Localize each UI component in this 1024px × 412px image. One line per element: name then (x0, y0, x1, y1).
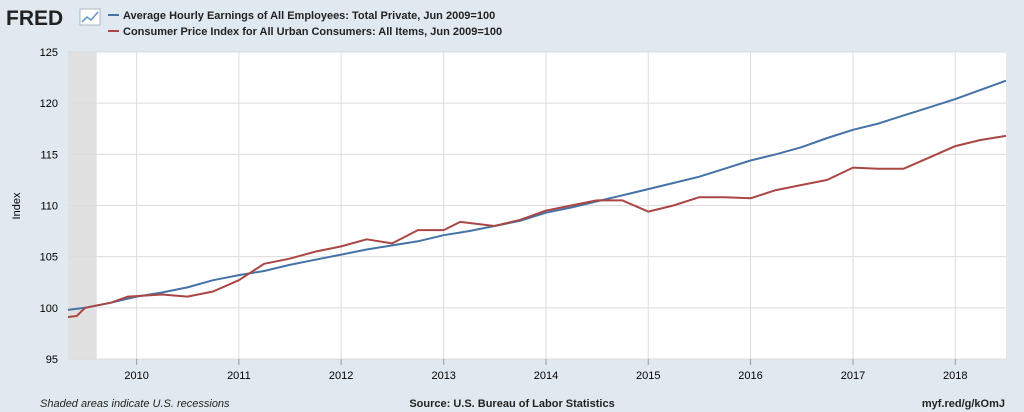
x-tick-label: 2010 (124, 370, 148, 382)
fred-logo-text[interactable]: FRED (6, 7, 63, 30)
earnings-series-line (67, 79, 1007, 311)
x-tick-label: 2018 (943, 370, 967, 382)
x-tick-label: 2011 (227, 370, 251, 382)
y-tick-label: 100 (40, 303, 58, 315)
y-tick-label: 125 (40, 47, 58, 59)
legend-label-earnings: Average Hourly Earnings of All Employees… (123, 10, 495, 22)
y-tick-label: 95 (46, 354, 58, 366)
cpi-series-line (67, 134, 1007, 318)
x-tick-labels: 2010 2011 2012 2013 2014 2015 2016 2017 2018 (124, 359, 968, 382)
series-lines (67, 79, 1007, 318)
y-tick-label: 110 (40, 201, 58, 213)
y-tick-label: 115 (40, 149, 58, 161)
y-tick-label: 105 (40, 252, 58, 264)
x-tick-label: 2015 (636, 370, 660, 382)
y-tick-labels: 95 100 105 110 115 120 125 (40, 47, 58, 366)
fred-logo-graph-icon (79, 8, 101, 26)
x-tick-label: 2013 (431, 370, 455, 382)
short-url-link[interactable]: myf.red/g/kOmJ (922, 398, 1005, 410)
x-tick-label: 2012 (329, 370, 353, 382)
y-axis-title: Index (11, 192, 23, 219)
recession-note: Shaded areas indicate U.S. recessions (40, 398, 230, 410)
legend-label-cpi: Consumer Price Index for All Urban Consu… (123, 26, 502, 38)
source-note: Source: U.S. Bureau of Labor Statistics (409, 398, 614, 410)
grid-lines (68, 51, 1006, 360)
y-tick-label: 120 (40, 98, 58, 110)
x-tick-label: 2016 (738, 370, 762, 382)
x-tick-label: 2014 (534, 370, 558, 382)
legend: Average Hourly Earnings of All Employees… (108, 10, 502, 38)
x-tick-label: 2017 (841, 370, 865, 382)
